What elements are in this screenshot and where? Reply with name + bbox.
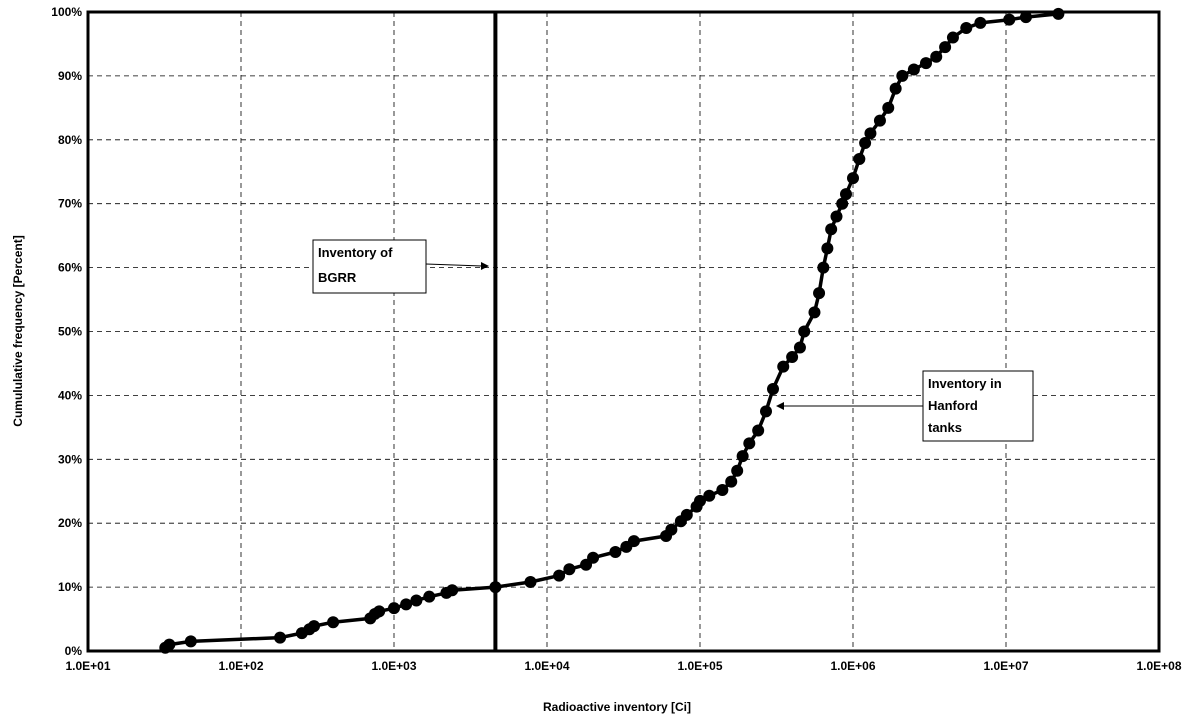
data-point	[882, 101, 895, 114]
x-tick-label: 1.0E+07	[983, 659, 1028, 673]
x-tick-label: 1.0E+02	[218, 659, 263, 673]
data-point	[825, 223, 838, 236]
data-point	[1019, 11, 1032, 24]
data-point	[777, 360, 790, 373]
annotation-bgrr: Inventory of BGRR	[312, 239, 489, 294]
y-tick-label: 0%	[65, 644, 83, 658]
data-point	[587, 551, 600, 564]
annotation-hanford-line-2: Hanford	[928, 398, 978, 413]
x-tick-label: 1.0E+04	[524, 659, 569, 673]
data-point	[798, 325, 811, 338]
data-point	[766, 383, 779, 396]
data-point	[836, 197, 849, 210]
data-point	[896, 69, 909, 82]
annotation-bgrr-arrowhead	[481, 262, 489, 270]
data-point	[489, 581, 502, 594]
data-point	[930, 50, 943, 63]
data-point	[919, 57, 932, 70]
data-point	[853, 152, 866, 165]
gridlines	[88, 12, 1159, 651]
x-axis-title: Radioactive inventory [Ci]	[543, 700, 691, 714]
data-point	[752, 424, 765, 437]
data-point	[609, 545, 622, 558]
annotation-bgrr-line-1: Inventory of	[318, 245, 393, 260]
data-point	[1003, 13, 1016, 26]
data-point	[946, 31, 959, 44]
data-point	[274, 631, 287, 644]
data-point	[873, 114, 886, 127]
y-tick-label: 40%	[58, 388, 82, 402]
data-point	[373, 605, 386, 618]
y-tick-label: 20%	[58, 516, 82, 530]
annotation-hanford: Inventory in Hanford tanks	[776, 370, 1034, 442]
data-point	[847, 172, 859, 185]
data-point	[813, 287, 826, 300]
data-point	[703, 489, 716, 502]
data-point	[388, 602, 400, 615]
data-point	[907, 63, 920, 76]
y-axis-title: Cumululative frequency [Percent]	[11, 235, 25, 426]
x-tick-label: 1.0E+05	[677, 659, 722, 673]
data-point	[524, 575, 537, 588]
data-point	[839, 188, 852, 201]
data-point	[830, 210, 843, 223]
annotation-hanford-line-1: Inventory in	[928, 376, 1002, 391]
annotation-bgrr-box	[312, 239, 427, 294]
y-tick-label: 50%	[58, 325, 82, 339]
tick-labels: 1.0E+01 1.0E+02 1.0E+03 1.0E+04 1.0E+05 1.0E+…	[51, 5, 1182, 673]
data-point	[563, 563, 576, 576]
data-point	[725, 475, 738, 488]
y-tick-label: 60%	[58, 261, 82, 275]
data-point	[716, 483, 729, 496]
data-point	[627, 535, 640, 548]
annotation-hanford-box	[922, 370, 1034, 442]
data-point	[889, 82, 902, 95]
data-point	[786, 351, 799, 364]
data-point	[974, 16, 987, 29]
y-tick-label: 80%	[58, 133, 82, 147]
data-point	[1052, 7, 1065, 20]
data-point	[743, 437, 756, 450]
data-point	[665, 523, 678, 536]
data-point	[307, 620, 320, 633]
data-point	[184, 635, 197, 648]
data-point	[864, 127, 877, 140]
x-tick-label: 1.0E+06	[830, 659, 875, 673]
data-point	[694, 494, 706, 507]
y-tick-label: 90%	[58, 69, 82, 83]
data-point	[960, 21, 973, 34]
data-point	[327, 616, 340, 629]
data-point	[423, 590, 436, 603]
data-point	[793, 341, 806, 354]
y-tick-label: 70%	[58, 197, 82, 211]
data-point	[163, 638, 176, 651]
plot-area-frame	[86, 10, 1161, 653]
x-tick-label: 1.0E+01	[65, 659, 110, 673]
data-point	[859, 136, 872, 149]
data-point	[736, 450, 749, 463]
annotation-bgrr-line-2: BGRR	[318, 270, 357, 285]
annotation-hanford-line-3: tanks	[928, 420, 962, 435]
annotation-bgrr-arrow	[425, 263, 483, 267]
data-point	[821, 242, 834, 255]
annotation-hanford-arrowhead	[776, 402, 784, 410]
data-points	[159, 7, 1065, 654]
data-point	[817, 261, 830, 274]
data-point	[410, 594, 423, 607]
x-tick-label: 1.0E+03	[371, 659, 416, 673]
y-tick-label: 10%	[58, 580, 82, 594]
data-point	[939, 41, 952, 54]
data-point	[759, 405, 772, 418]
data-point	[680, 508, 693, 521]
data-point	[731, 464, 744, 477]
x-tick-label: 1.0E+08	[1136, 659, 1181, 673]
data-point	[446, 584, 459, 597]
data-point	[400, 598, 413, 611]
y-tick-label: 30%	[58, 452, 82, 466]
data-point	[553, 569, 566, 582]
data-point	[808, 306, 821, 319]
y-tick-label: 100%	[51, 5, 82, 19]
